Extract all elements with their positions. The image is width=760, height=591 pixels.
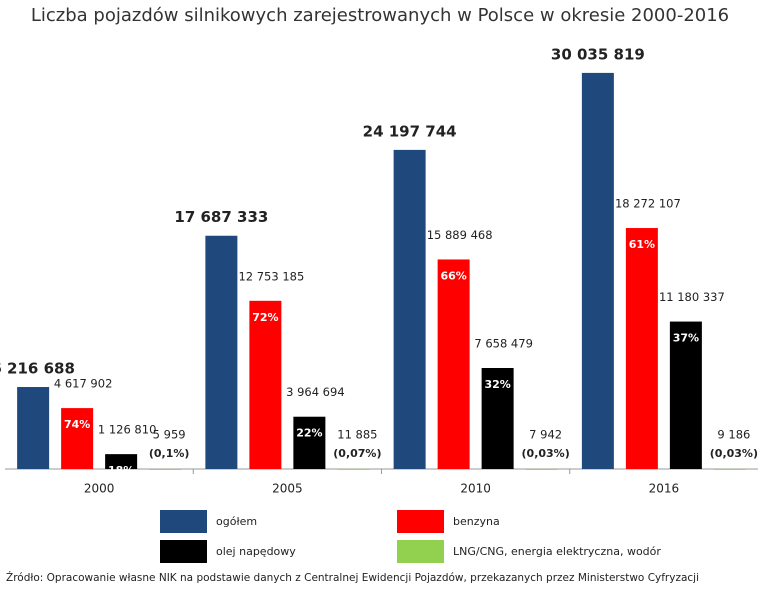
bar (205, 235, 238, 469)
x-tick-label: 2016 (649, 482, 680, 496)
share-label: 61% (629, 238, 655, 251)
legend-label: LNG/CNG, energia elektryczna, wodór (453, 545, 661, 558)
legend-swatch (160, 540, 207, 563)
value-label: 11 180 337 (659, 290, 725, 304)
share-label: 18% (108, 464, 134, 477)
value-label: 17 687 333 (174, 208, 268, 226)
value-label: 30 035 819 (551, 45, 645, 63)
bar (525, 468, 558, 470)
share-label: (0,07%) (333, 447, 381, 460)
legend-label: olej napędowy (216, 545, 296, 558)
value-label: 11 885 (337, 427, 377, 441)
x-tick-label: 2010 (460, 482, 491, 496)
share-label: 72% (252, 311, 278, 324)
value-label: 5 959 (153, 427, 186, 441)
legend-swatch (160, 510, 207, 533)
value-label: 24 197 744 (363, 122, 457, 140)
share-label: (0,1%) (149, 447, 190, 460)
bar (713, 468, 746, 470)
value-label: 6 216 688 (0, 360, 75, 378)
bar (393, 149, 426, 469)
x-tick-label: 2000 (84, 482, 115, 496)
share-label: (0,03%) (710, 447, 758, 460)
value-label: 7 658 479 (474, 337, 533, 351)
bar (149, 468, 182, 470)
bar (669, 321, 702, 469)
value-label: 4 617 902 (54, 377, 113, 391)
value-label: 18 272 107 (615, 197, 681, 211)
share-label: 37% (673, 332, 699, 345)
share-label: 22% (296, 427, 322, 440)
source: Źródło: Opracowanie własne NIK na podsta… (6, 571, 699, 584)
value-label: 12 753 185 (238, 269, 304, 283)
share-label: 32% (484, 378, 510, 391)
value-label: 7 942 (529, 427, 562, 441)
value-label: 3 964 694 (286, 385, 345, 399)
chart-title: Liczba pojazdów silnikowych zarejestrowa… (31, 5, 729, 26)
bar (337, 468, 370, 470)
legend-swatch (397, 510, 444, 533)
bar (481, 368, 514, 469)
bar (61, 408, 94, 469)
share-label: 66% (440, 269, 466, 282)
legend-label: ogółem (216, 515, 257, 528)
value-label: 1 126 810 (98, 423, 157, 437)
bar (105, 454, 138, 469)
value-label: 9 186 (717, 427, 750, 441)
bar (625, 228, 658, 469)
bar (581, 72, 614, 469)
share-label: 74% (64, 418, 90, 431)
legend-label: benzyna (453, 515, 500, 528)
legend-swatch (397, 540, 444, 563)
bar (17, 387, 50, 469)
share-label: (0,03%) (522, 447, 570, 460)
bar (293, 416, 326, 469)
x-tick-label: 2005 (272, 482, 303, 496)
value-label: 15 889 468 (427, 228, 493, 242)
bar (249, 300, 282, 469)
bar (437, 259, 470, 469)
